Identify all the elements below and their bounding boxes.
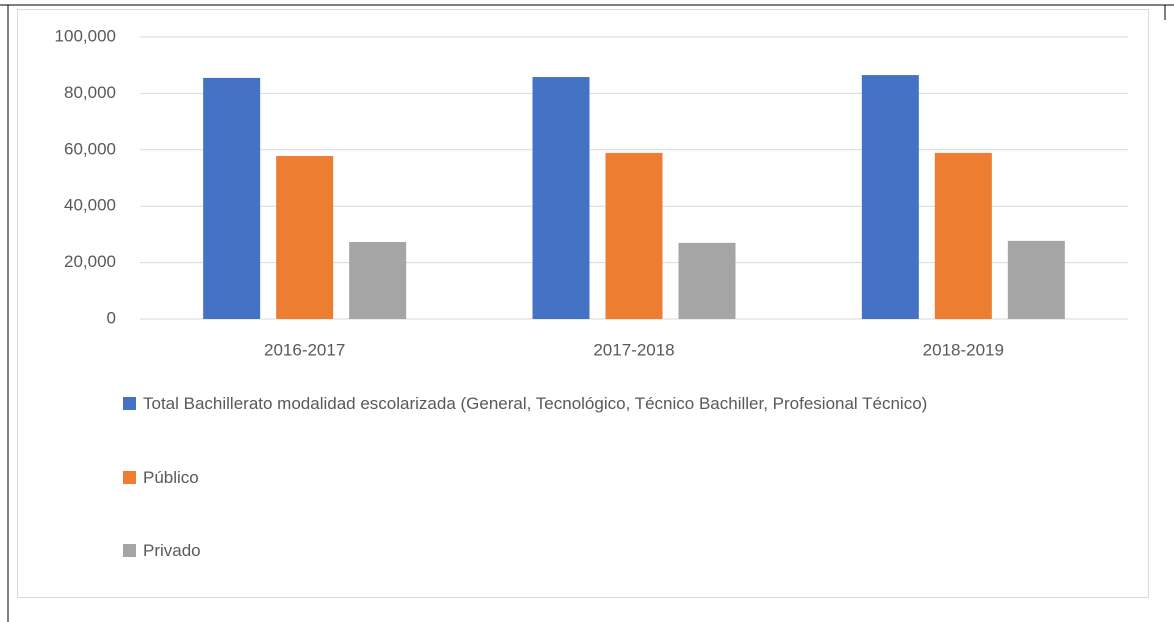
- y-tick-label: 40,000: [64, 196, 116, 215]
- legend-swatch: [123, 397, 136, 410]
- x-tick-label: 2016-2017: [264, 340, 345, 359]
- legend-swatch: [123, 544, 136, 557]
- legend-swatch: [123, 471, 136, 484]
- y-tick-label: 80,000: [64, 83, 116, 102]
- x-tick-label: 2018-2019: [923, 340, 1004, 359]
- y-tick-label: 60,000: [64, 139, 116, 158]
- bar: [678, 242, 736, 319]
- legend-entry: Total Bachillerato modalidad escolarizad…: [123, 389, 1083, 418]
- legend-label: Privado: [143, 541, 201, 560]
- x-tick-label: 2017-2018: [593, 340, 674, 359]
- y-tick-label: 20,000: [64, 252, 116, 271]
- bar: [605, 152, 663, 319]
- legend-entry: Público: [123, 463, 1083, 492]
- y-tick-label: 0: [107, 308, 116, 327]
- legend-label: Público: [143, 468, 199, 487]
- bar: [349, 242, 407, 319]
- y-tick-label: 100,000: [55, 26, 116, 45]
- bar: [203, 77, 261, 319]
- chart-border: [17, 9, 1149, 598]
- bar: [276, 156, 334, 319]
- bar: [532, 77, 590, 319]
- legend-label: Total Bachillerato modalidad escolarizad…: [143, 394, 928, 413]
- bar: [1007, 240, 1065, 319]
- bar: [934, 152, 992, 319]
- legend-entry: Privado: [123, 536, 1083, 565]
- bar: [861, 75, 919, 319]
